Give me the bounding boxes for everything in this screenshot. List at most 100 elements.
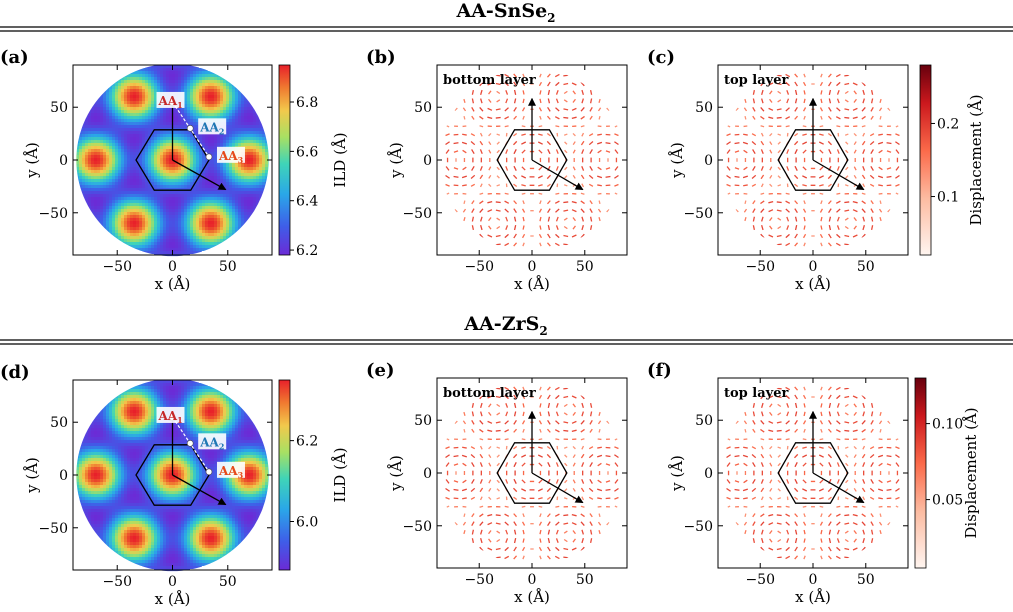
heatmap-cell — [142, 155, 145, 158]
heatmap-cell — [142, 236, 145, 239]
heatmap-cell — [112, 128, 115, 131]
heatmap-cell — [199, 74, 202, 77]
heatmap-cell — [175, 221, 178, 224]
heatmap-cell — [214, 404, 217, 407]
heatmap-cell — [151, 77, 154, 80]
heatmap-cell — [136, 218, 139, 221]
displacement-arrow — [471, 98, 475, 104]
heatmap-cell — [229, 137, 232, 140]
heatmap-cell — [124, 413, 127, 416]
heatmap-cell — [190, 71, 193, 74]
heatmap-cell — [160, 221, 163, 224]
heatmap-cell — [124, 206, 127, 209]
heatmap-cell — [169, 68, 172, 71]
displacement-arrow — [827, 132, 832, 137]
heatmap-cell — [100, 137, 103, 140]
heatmap-cell — [142, 194, 145, 197]
heatmap-cell — [187, 419, 190, 422]
heatmap-cell — [124, 215, 127, 218]
displacement-arrow — [761, 225, 764, 231]
heatmap-cell — [241, 119, 244, 122]
displacement-arrow — [580, 208, 585, 213]
heatmap-cell — [253, 104, 256, 107]
heatmap-cell — [265, 143, 268, 146]
heatmap-cell — [136, 221, 139, 224]
heatmap-cell — [148, 119, 151, 122]
heatmap-cell — [226, 143, 229, 146]
heatmap-cell — [259, 146, 262, 149]
heatmap-cell — [160, 89, 163, 92]
heatmap-cell — [202, 248, 205, 251]
section-title-1-main: AA-SnSe — [455, 0, 547, 22]
heatmap-cell — [160, 185, 163, 188]
plot-content-b — [445, 73, 619, 247]
heatmap-cell — [82, 137, 85, 140]
displacement-arrow — [827, 242, 832, 247]
heatmap-cell — [244, 185, 247, 188]
heatmap-cell — [178, 65, 181, 68]
displacement-arrow — [794, 106, 798, 112]
displacement-arrow — [598, 217, 601, 222]
heatmap-cell — [190, 239, 193, 242]
heatmap-cell — [97, 143, 100, 146]
displacement-arrow — [777, 225, 782, 230]
heatmap-cell — [211, 80, 214, 83]
heatmap-cell — [190, 185, 193, 188]
heatmap-cell — [241, 182, 244, 185]
heatmap-cell — [121, 116, 124, 119]
heatmap-cell — [202, 197, 205, 200]
heatmap-cell — [130, 197, 133, 200]
heatmap-cell — [124, 422, 127, 425]
heatmap-cell — [118, 89, 121, 92]
displacement-arrow — [870, 98, 874, 104]
heatmap-cell — [151, 86, 154, 89]
heatmap-cell — [127, 143, 130, 146]
heatmap-cell — [187, 155, 190, 158]
heatmap-cell — [262, 116, 265, 119]
heatmap-cell — [112, 230, 115, 233]
heatmap-cell — [106, 173, 109, 176]
heatmap-cell — [112, 119, 115, 122]
heatmap-cell — [247, 197, 250, 200]
heatmap-cell — [190, 416, 193, 419]
heatmap-cell — [163, 176, 166, 179]
heatmap-cell — [190, 206, 193, 209]
heatmap-cell — [253, 194, 256, 197]
heatmap-cell — [223, 173, 226, 176]
heatmap-cell — [103, 119, 106, 122]
heatmap-cell — [145, 197, 148, 200]
heatmap-cell — [166, 119, 169, 122]
heatmap-cell — [154, 383, 157, 386]
heatmap-cell — [124, 110, 127, 113]
heatmap-cell — [211, 242, 214, 245]
heatmap-cell — [148, 245, 151, 248]
heatmap-cell — [214, 98, 217, 101]
heatmap-cell — [178, 194, 181, 197]
heatmap-cell — [196, 203, 199, 206]
heatmap-cell — [226, 131, 229, 134]
heatmap-cell — [244, 122, 247, 125]
heatmap-cell — [250, 218, 253, 221]
heatmap-cell — [100, 146, 103, 149]
heatmap-cell — [160, 161, 163, 164]
heatmap-cell — [175, 89, 178, 92]
heatmap-cell — [217, 134, 220, 137]
heatmap-cell — [139, 170, 142, 173]
heatmap-cell — [103, 404, 106, 407]
heatmap-cell — [178, 137, 181, 140]
heatmap-cell — [217, 113, 220, 116]
heatmap-cell — [151, 401, 154, 404]
heatmap-cell — [133, 188, 136, 191]
colorbar-label: ILD (Å) — [331, 132, 349, 187]
displacement-arrow — [564, 175, 568, 179]
heatmap-cell — [163, 425, 166, 428]
heatmap-cell — [241, 134, 244, 137]
heatmap-cell — [220, 197, 223, 200]
displacement-arrow — [513, 225, 517, 231]
heatmap-cell — [232, 398, 235, 401]
heatmap-cell — [208, 389, 211, 392]
heatmap-cell — [193, 98, 196, 101]
heatmap-cell — [151, 230, 154, 233]
heatmap-cell — [145, 77, 148, 80]
heatmap-cell — [265, 179, 268, 182]
